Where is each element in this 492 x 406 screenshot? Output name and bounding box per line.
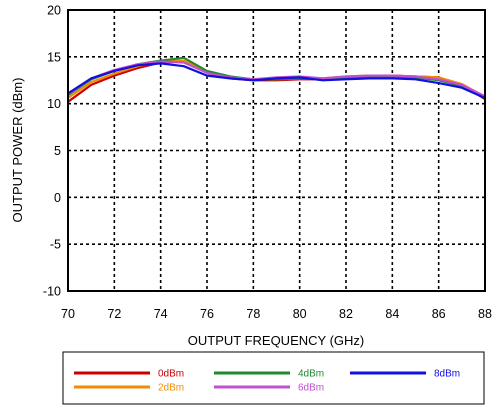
x-tick-label: 80 [293,307,307,321]
x-tick-label: 76 [200,307,214,321]
x-tick-label: 78 [246,307,260,321]
plot-area [68,10,485,291]
y-tick-label: 0 [54,191,61,205]
grid [68,10,485,291]
legend-box [62,351,485,405]
plot-frame [67,9,486,292]
x-tick-label: 84 [385,307,399,321]
x-tick-label: 86 [432,307,446,321]
legend-label-8dBm: 8dBm [434,369,460,380]
legend: 0dBm 2dBm 4dBm 6dBm 8dBm [74,369,460,394]
x-tick-label: 70 [61,307,75,321]
x-tick-label: 74 [154,307,168,321]
legend-label-2dBm: 2dBm [158,383,184,394]
y-axis-title: OUTPUT POWER (dBm) [10,78,25,223]
x-tick-label: 72 [107,307,121,321]
y-tick-label: 15 [47,50,61,64]
y-tick-label: 5 [54,144,61,158]
y-tick-label: 20 [47,4,61,18]
y-tick-label: -10 [43,285,61,299]
x-tick-labels: 70 72 74 76 78 80 82 84 86 88 [61,307,492,321]
y-tick-labels: -10 -5 0 5 10 15 20 [43,4,61,299]
x-tick-label: 88 [478,307,492,321]
x-tick-label: 82 [339,307,353,321]
legend-label-6dBm: 6dBm [298,383,324,394]
y-tick-label: 10 [47,97,61,111]
series-layer [67,56,486,103]
legend-label-0dBm: 0dBm [158,369,184,380]
legend-label-4dBm: 4dBm [298,369,324,380]
series-line-8dBm [67,62,486,100]
y-tick-label: -5 [50,238,61,252]
x-axis-title: OUTPUT FREQUENCY (GHz) [188,333,364,348]
